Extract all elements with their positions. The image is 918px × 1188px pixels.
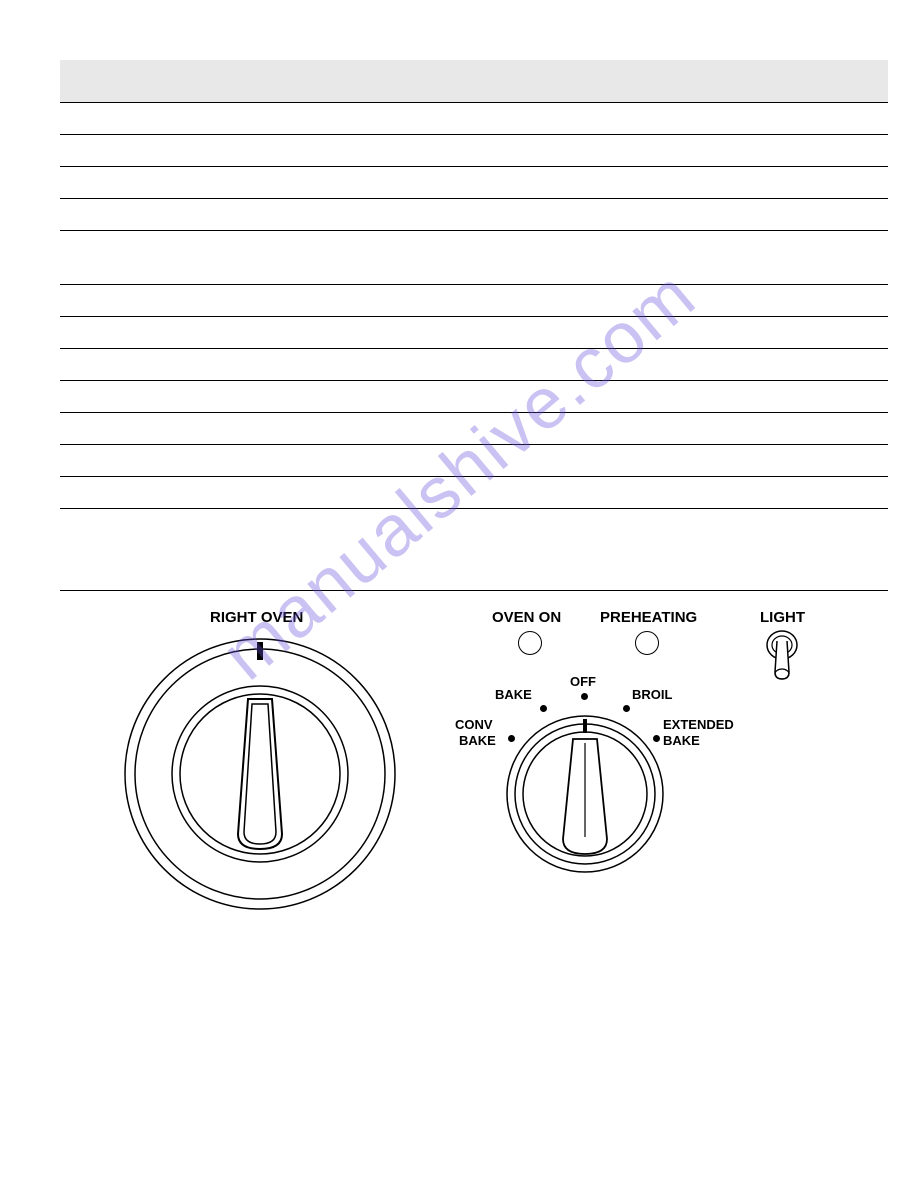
table-header-cell — [491, 60, 706, 102]
right-oven-label: RIGHT OVEN — [210, 609, 303, 626]
preheating-indicator — [635, 631, 659, 655]
table-row — [60, 284, 888, 316]
control-panel: RIGHT OVEN OVEN ON PREHEATING LIGHT — [60, 609, 888, 1009]
light-label: LIGHT — [760, 609, 805, 626]
table-row — [60, 380, 888, 412]
temperature-knob[interactable] — [120, 634, 400, 914]
data-table — [60, 60, 888, 540]
preheating-label: PREHEATING — [600, 609, 697, 626]
mode-convbake-label2: BAKE — [459, 733, 496, 748]
light-toggle-switch[interactable] — [762, 627, 802, 687]
mode-extbake-label1: EXTENDED — [663, 717, 734, 732]
mode-convbake-label1: CONV — [455, 717, 493, 732]
oven-on-indicator — [518, 631, 542, 655]
table-header-row — [60, 60, 888, 102]
table-row — [60, 476, 888, 508]
table-header-cell — [706, 60, 888, 102]
table-row — [60, 348, 888, 380]
table-row — [60, 102, 888, 134]
mode-broil-label: BROIL — [632, 687, 672, 702]
oven-on-label: OVEN ON — [492, 609, 561, 626]
table-header-cell — [60, 60, 308, 102]
table-row — [60, 508, 888, 540]
mode-dot — [581, 693, 588, 700]
table-row — [60, 444, 888, 476]
table-row — [60, 230, 888, 284]
section-divider — [60, 590, 888, 591]
mode-off-label: OFF — [570, 674, 596, 689]
table-header-cell — [308, 60, 490, 102]
table-row — [60, 134, 888, 166]
page-container: manualshive.com — [0, 0, 918, 1188]
table-row — [60, 198, 888, 230]
table-row — [60, 316, 888, 348]
table-row — [60, 412, 888, 444]
mode-selector-knob[interactable] — [500, 709, 670, 879]
mode-bake-label: BAKE — [495, 687, 532, 702]
table-row — [60, 166, 888, 198]
